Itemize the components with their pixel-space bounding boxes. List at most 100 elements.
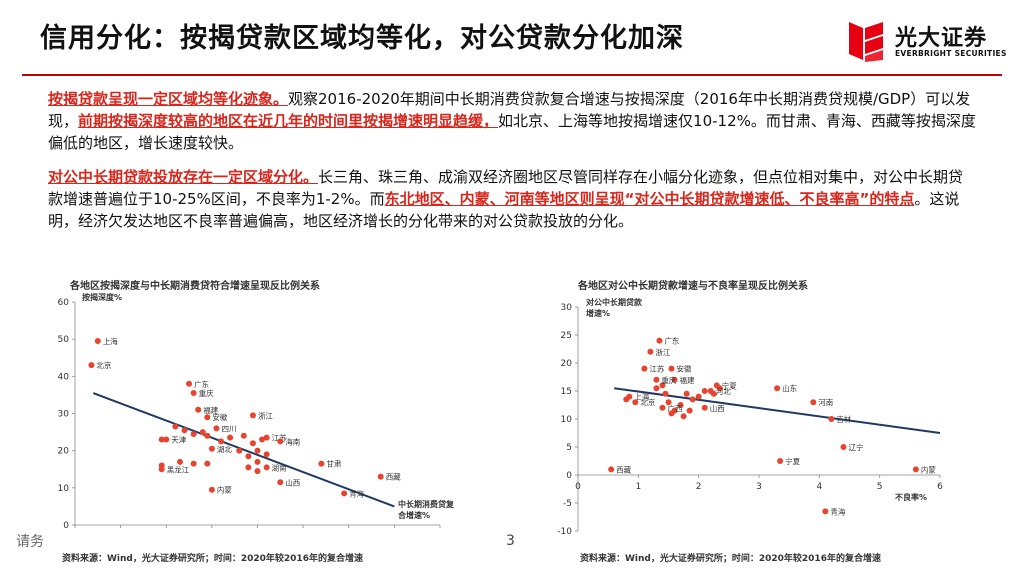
data-point [163,436,170,443]
data-point [218,438,224,445]
point-label: 宁夏 [785,456,800,466]
data-point [254,458,261,465]
point-label: 山东 [782,383,798,393]
data-point [186,380,193,387]
x-tick-label: 1 [635,482,641,492]
data-point [176,458,183,465]
data-point [158,466,165,473]
data-point [263,451,270,458]
data-point [840,444,847,450]
point-label: 江苏 [272,433,287,443]
data-point [822,508,829,515]
highlight-mortgage-lead: 按揭贷款呈现一定区域均等化迹象。 [48,90,289,108]
x-tick-label: 6 [937,482,943,492]
header-divider [22,74,1002,76]
point-label: 天津 [171,436,186,445]
point-label: 甘肃 [326,459,341,469]
paragraph-text: 观察2016-2020年期间中长期消费贷款复合增速与按揭深度（2016年中长期消… [48,90,971,130]
point-label: 西藏 [616,464,631,474]
chart-left-source: 资料来源：Wind，光大证券研究所；时间：2020年较2016年的复合增速 [62,554,363,564]
data-point [318,460,325,467]
data-point [659,404,666,411]
logo-name: 光大证券 [895,26,988,51]
chart-right: -10 -5 0 5 10 15 20 25 30 0 1 2 3 4 5 6 广东 浙江 江苏 安徽 福建 重庆 宁夏 河北… [550,290,980,540]
data-point [680,413,687,420]
y-tick-label: 25 [561,331,572,341]
data-point [701,404,708,411]
y-tick-label: 0 [566,471,572,481]
y-axis-label: 按揭深度% [82,292,122,302]
y-tick-label: 10 [561,415,573,425]
y-tick-label: 30 [58,410,70,420]
data-point [263,464,270,471]
chart-left-title: 各地区按揭深度与中长期消费贷符合增速呈现反比例关系 [70,281,320,292]
y-axis-label: 对公中长期贷款 [586,297,643,307]
data-point [199,429,206,436]
y-tick-label: 60 [58,298,70,308]
point-label: 辽宁 [848,442,863,452]
point-label: 青海 [349,488,364,498]
point-label: 北京 [96,360,111,370]
data-point [653,376,660,383]
data-point [665,399,672,406]
y-tick-label: 50 [58,335,70,345]
logo-mark-icon [849,22,883,62]
point-label: 重庆 [661,375,676,385]
paragraph-corporate: 对公中长期贷款投放存在一定区域分化。长三角、珠三角、成渝双经济圈地区尽管同样存在… [48,166,978,232]
x-axis-label: 中长期消费贷复 [398,499,455,509]
data-point [777,458,784,464]
x-tick-label: 2 [696,482,702,492]
data-point [689,396,696,403]
y-tick-label: 30 [561,303,573,313]
data-point [94,338,101,345]
y-tick-label: -10 [557,527,572,537]
data-point [263,434,270,441]
data-point [190,460,197,467]
point-label: 福建 [203,405,218,415]
x-tick-label: 0 [575,482,581,492]
data-point [277,479,284,486]
highlight-corporate-regions: 东北地区、内蒙、河南等地区则呈现“对公中长期贷款增速低、不良率高”的特点 [384,190,915,208]
data-point [713,382,720,389]
data-point [249,412,256,419]
y-axis-label: 增速% [586,308,610,318]
point-label: 青海 [830,506,845,516]
data-point [245,464,252,471]
point-label: 重庆 [199,388,214,398]
data-point [912,466,919,473]
data-point [227,434,234,441]
chart-left-svg: 0102030405060101520253035404550上海北京广东重庆福… [58,292,455,542]
point-label: 河南 [818,397,833,407]
x-axis-label: 合增速% [397,510,430,520]
point-label: 黑龙江 [167,464,190,474]
data-point [668,365,675,372]
y-tick-label: -5 [563,499,572,509]
point-label: 海南 [285,436,300,446]
y-tick-label: 15 [561,387,572,397]
data-point [828,416,835,422]
data-point [774,385,781,392]
point-label: 山西 [710,403,725,413]
data-point [707,388,714,394]
data-point [341,490,348,497]
point-label: 上海 [634,392,649,402]
data-point [204,432,211,439]
data-point [249,440,256,447]
data-point [240,432,247,439]
data-point [701,388,708,394]
data-point [632,399,639,406]
data-point [195,406,202,413]
highlight-mortgage-slowdown: 前期按揭深度较高的地区在近几年的时间里按揭增速明显趋缓， [78,112,499,130]
y-tick-label: 20 [58,447,70,457]
trendline [614,387,941,434]
data-point [626,393,633,400]
data-point [671,376,678,383]
point-label: 浙江 [655,347,670,357]
data-point [641,365,648,372]
point-label: 内蒙 [921,464,936,474]
point-label: 广东 [194,379,209,389]
data-point [190,390,197,397]
data-point [668,410,675,417]
point-label: 西藏 [386,472,401,482]
